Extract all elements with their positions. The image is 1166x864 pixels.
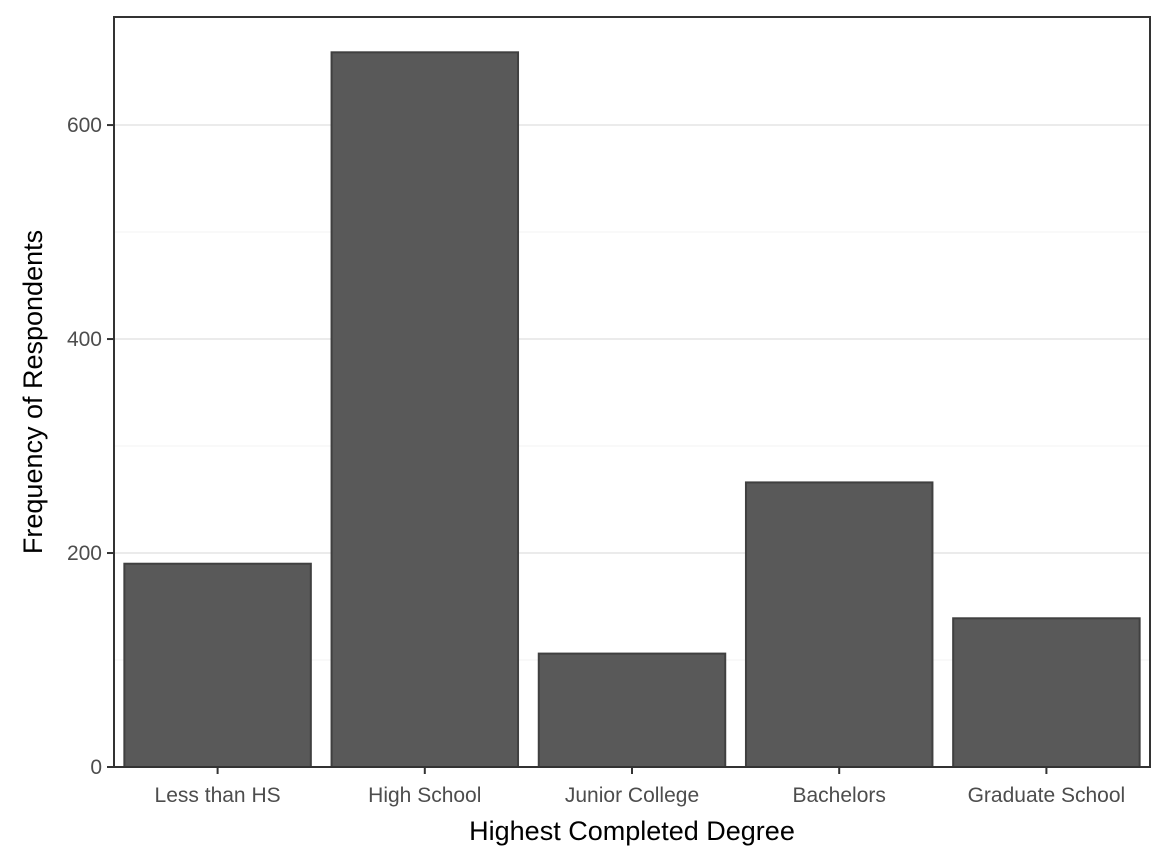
y-tick-label: 200 bbox=[67, 542, 102, 565]
x-tick-label: Junior College bbox=[565, 784, 699, 807]
bar-graduate-school bbox=[952, 617, 1141, 768]
x-tick-label: Less than HS bbox=[155, 784, 281, 807]
y-axis-title: Frequency of Respondents bbox=[18, 230, 48, 554]
x-tick-label: High School bbox=[368, 784, 481, 807]
bar-less-than-hs bbox=[123, 562, 312, 769]
bar-bachelors bbox=[744, 481, 934, 768]
x-axis: Less than HS High School Junior College Bac… bbox=[155, 767, 1126, 807]
x-tick-label: Graduate School bbox=[968, 784, 1126, 807]
x-axis-title: Highest Completed Degree bbox=[469, 816, 795, 846]
bar-junior-college bbox=[537, 652, 727, 768]
y-tick-label: 400 bbox=[67, 328, 102, 351]
y-tick-label: 600 bbox=[67, 114, 102, 137]
y-axis: 0 200 400 600 bbox=[67, 114, 114, 779]
bar-high-school bbox=[330, 51, 520, 769]
y-tick-label: 0 bbox=[90, 756, 102, 779]
x-tick-label: Bachelors bbox=[793, 784, 886, 807]
